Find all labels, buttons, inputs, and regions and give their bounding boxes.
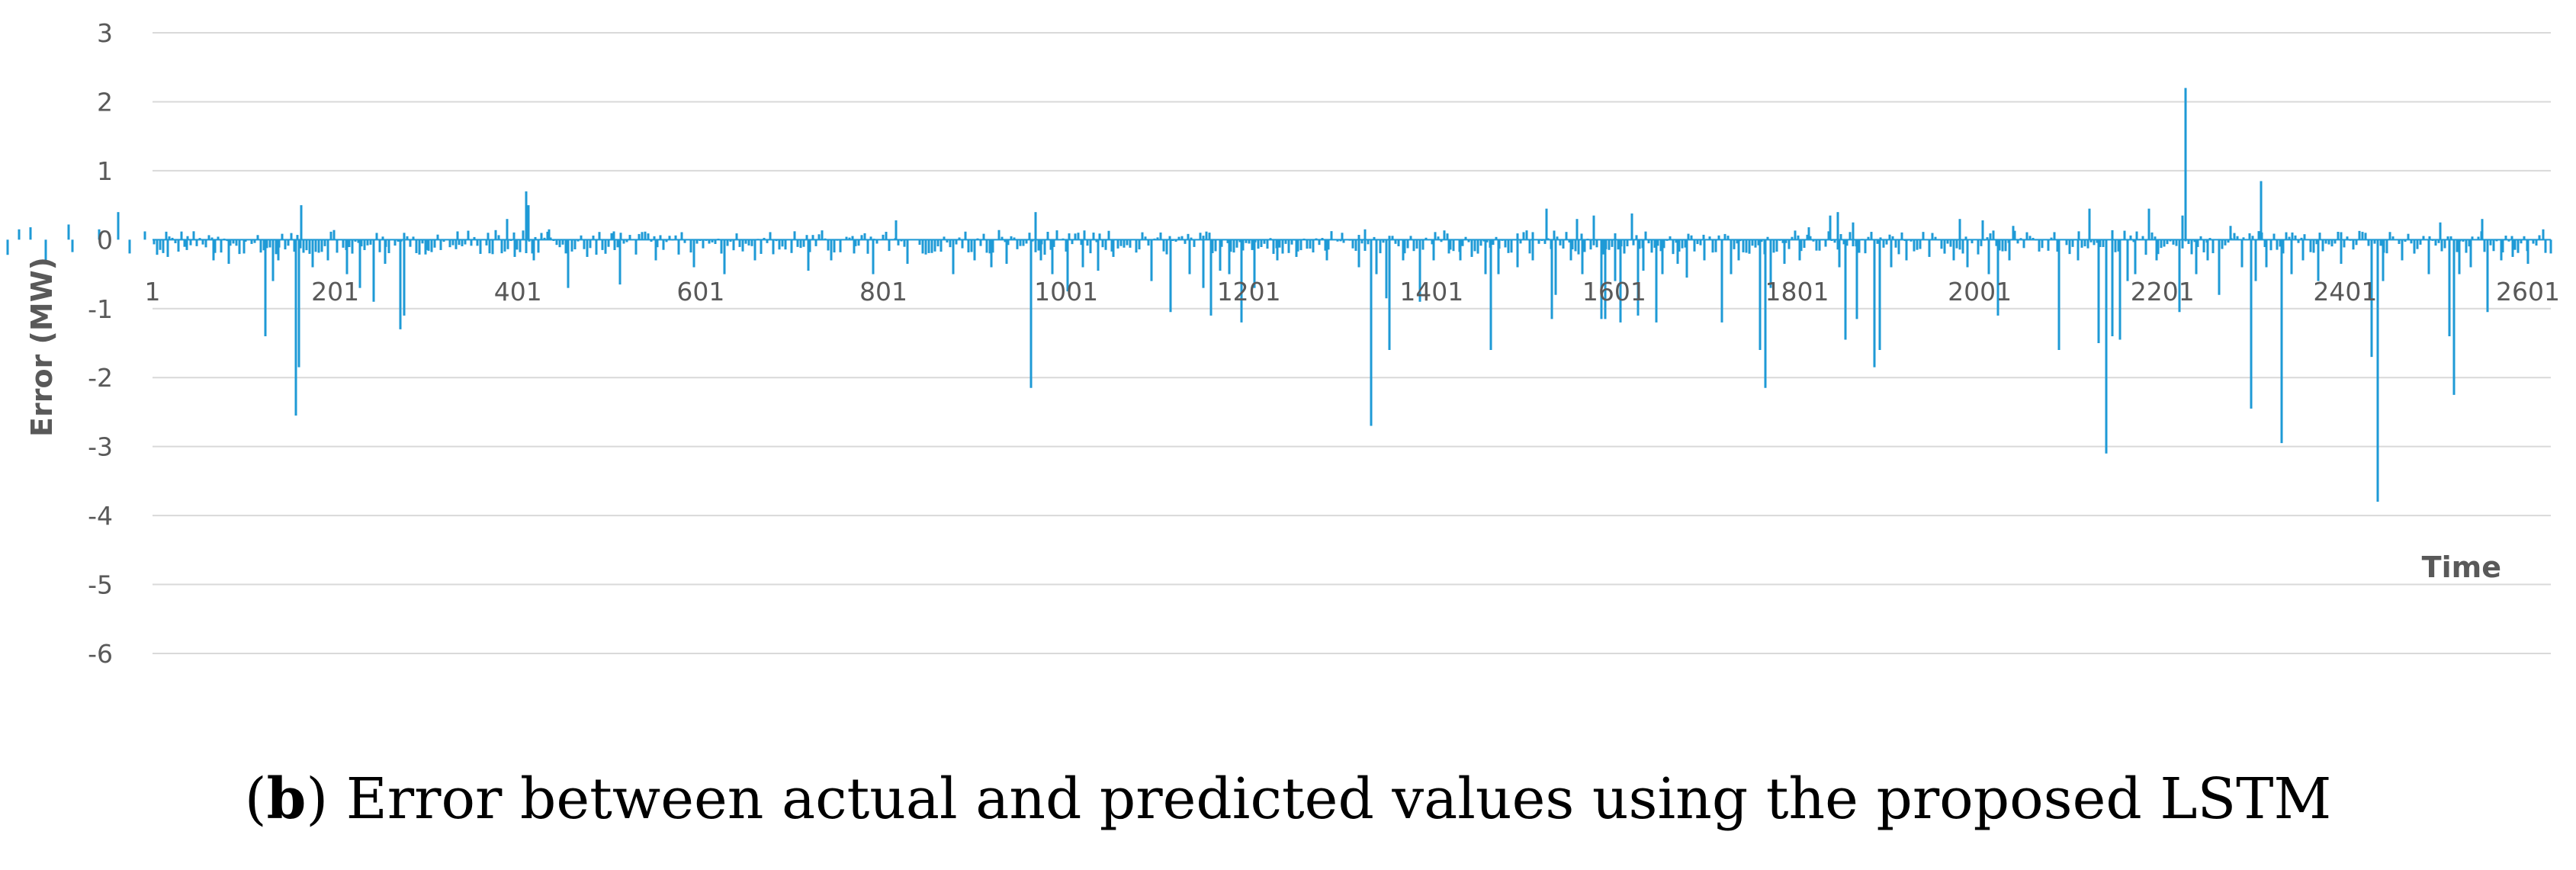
- x-tick-label: 2601: [2496, 277, 2560, 307]
- y-tick-label: -2: [88, 363, 113, 393]
- y-tick-label: 0: [97, 225, 113, 255]
- x-axis-title: Time: [2422, 551, 2501, 584]
- y-tick-labels: 3 2 1 0 -1 -2 -3 -4 -5 -6: [88, 18, 113, 669]
- y-tick-label: 1: [97, 156, 113, 186]
- y-tick-label: 3: [97, 18, 113, 48]
- y-tick-label: 2: [97, 87, 113, 117]
- y-tick-label: -1: [88, 294, 113, 324]
- gridlines: [153, 32, 2551, 654]
- x-tick-label: 1001: [1034, 277, 1098, 307]
- x-tick-label: 201: [311, 277, 359, 307]
- y-tick-label: -6: [88, 639, 113, 669]
- x-tick-label: 2201: [2131, 277, 2195, 307]
- x-tick-label: 1601: [1582, 277, 1646, 307]
- figure-caption: (b) Error between actual and predicted v…: [244, 766, 2332, 832]
- x-tick-labels: 1 201 401 601 801 1001 1201 1401 1601 1801 2001 220…: [145, 277, 2560, 307]
- x-tick-label: 2001: [1948, 277, 2012, 307]
- caption-label: b: [266, 766, 307, 832]
- x-tick-label: 601: [676, 277, 724, 307]
- x-tick-label: 1801: [1765, 277, 1829, 307]
- error-bars: [6, 88, 2552, 502]
- x-tick-label: 1201: [1217, 277, 1281, 307]
- x-tick-label: 1: [145, 277, 161, 307]
- x-tick-label: 801: [859, 277, 907, 307]
- y-axis-title: Error (MW): [25, 257, 59, 437]
- x-tick-label: 1401: [1399, 277, 1463, 307]
- x-tick-label: 401: [494, 277, 542, 307]
- x-tick-label: 2401: [2313, 277, 2377, 307]
- y-tick-label: -3: [88, 432, 113, 462]
- y-tick-label: -5: [88, 570, 113, 600]
- y-tick-label: -4: [88, 501, 113, 531]
- caption-text: Error between actual and predicted value…: [345, 766, 2332, 832]
